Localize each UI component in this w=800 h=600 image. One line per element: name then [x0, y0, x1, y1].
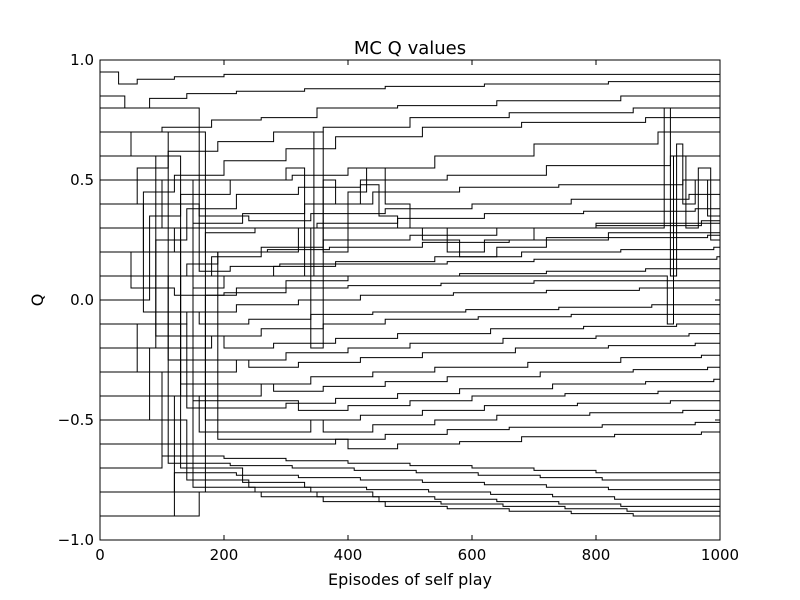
- series-line-21: [100, 333, 720, 469]
- x-tick-label: 400: [334, 546, 363, 564]
- series-line-23: [100, 352, 720, 517]
- series-line-26: [100, 179, 720, 411]
- series-line-13: [100, 246, 720, 445]
- series-line-5: [100, 115, 720, 253]
- series-line-36: [100, 275, 720, 514]
- series-line-25: [100, 323, 720, 409]
- y-tick-label: 0.0: [70, 291, 94, 309]
- x-tick-label: 200: [210, 546, 239, 564]
- series-line-27: [100, 395, 720, 433]
- x-tick-label: 800: [582, 546, 611, 564]
- series-line-29: [100, 421, 720, 445]
- series-line-39: [100, 179, 720, 349]
- y-axis-label: Q: [28, 294, 47, 307]
- series-line-37: [100, 491, 720, 519]
- y-tick-label: −1.0: [58, 531, 94, 549]
- series-line-31: [100, 371, 720, 476]
- x-tick-label: 600: [458, 546, 487, 564]
- x-tick-label: 0: [95, 546, 105, 564]
- series-line-35: [100, 419, 720, 509]
- x-axis-label: Episodes of self play: [328, 570, 492, 589]
- series-line-28: [100, 131, 720, 433]
- series-line-32: [100, 203, 720, 483]
- axes: 0 200 400 600 800 1000 −1.0 −0.5 0.0 0.5 1.0: [58, 51, 740, 564]
- series-line-34: [100, 155, 720, 502]
- y-tick-label: −0.5: [58, 411, 94, 429]
- series-line-22: [100, 275, 720, 368]
- series-line-20: [100, 155, 720, 349]
- series-line-1: [100, 71, 720, 85]
- y-tick-label: 1.0: [70, 51, 94, 69]
- y-tick-label: 0.5: [70, 171, 94, 189]
- series-line-14: [100, 107, 720, 272]
- plot-lines: [100, 71, 720, 519]
- series-line-40: [100, 107, 720, 277]
- series-line-41: [100, 155, 720, 325]
- series-line-24: [100, 227, 720, 392]
- chart-title: MC Q values: [354, 38, 466, 59]
- series-line-30: [100, 251, 720, 450]
- series-line-16: [100, 251, 720, 296]
- x-tick-label: 1000: [701, 546, 739, 564]
- series-line-33: [100, 472, 720, 493]
- series-line-18: [100, 203, 720, 325]
